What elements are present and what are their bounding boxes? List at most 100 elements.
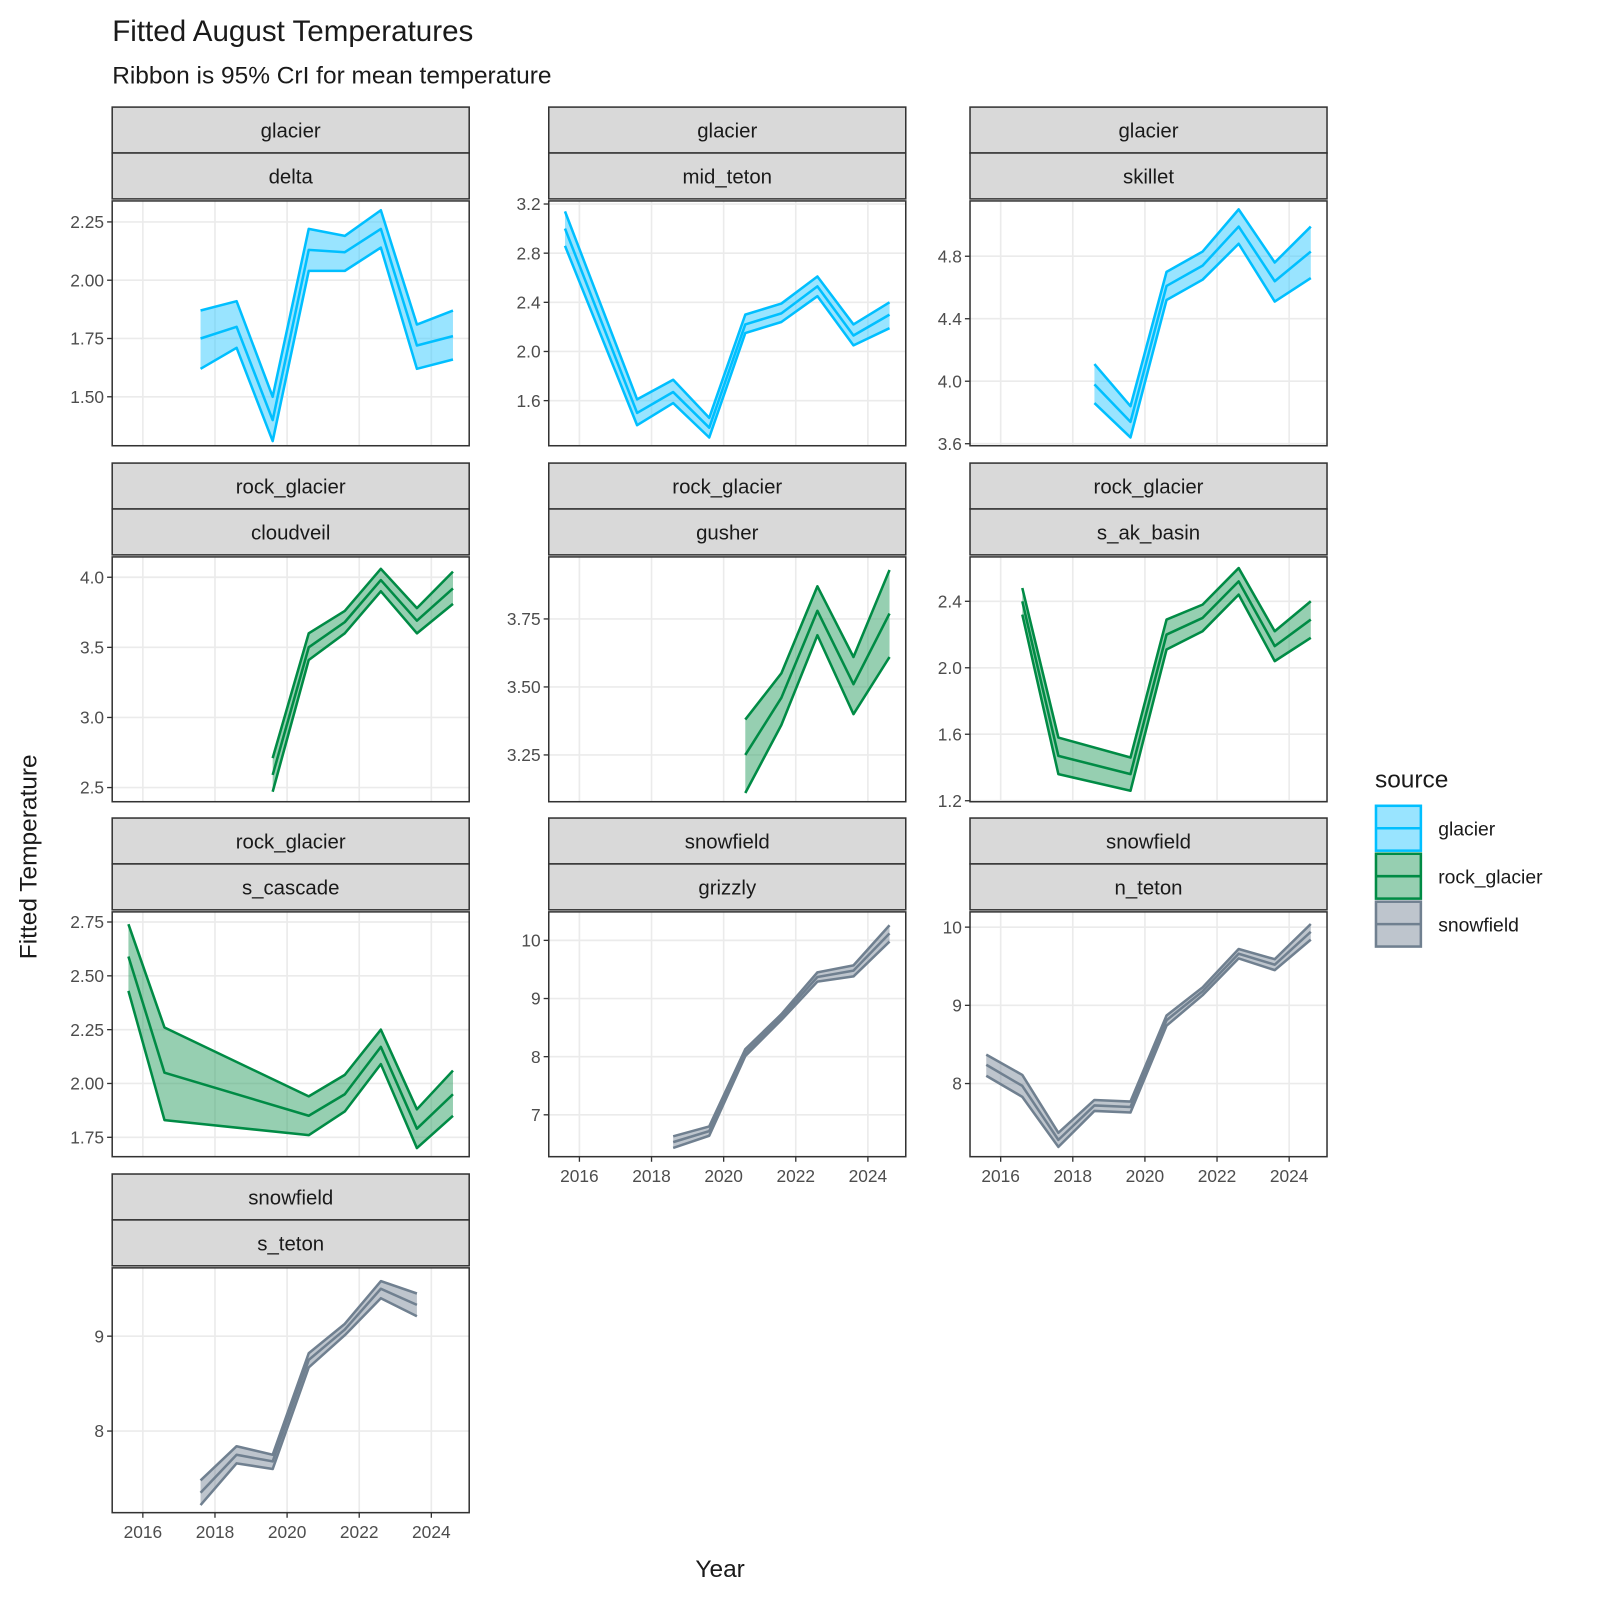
y-tick-label: 2.75 bbox=[70, 912, 104, 932]
plot-root: Fitted August Temperatures Ribbon is 95%… bbox=[16, 15, 1543, 1583]
strip-background bbox=[547, 106, 907, 154]
strip-background bbox=[547, 462, 907, 510]
y-tick-label: 4.0 bbox=[938, 371, 962, 391]
panel-border bbox=[111, 911, 470, 1158]
mean-line bbox=[127, 956, 454, 1130]
y-tick-label: 1.2 bbox=[938, 791, 962, 811]
panel-border bbox=[547, 556, 907, 803]
y-tick-label: 2.5 bbox=[80, 778, 104, 798]
y-tick-label: 4.4 bbox=[938, 309, 962, 329]
y-tick-label: 10 bbox=[521, 930, 540, 950]
panel-border bbox=[969, 200, 1328, 447]
strip-label: mid_teton bbox=[682, 167, 772, 189]
ribbon-lower bbox=[271, 589, 454, 793]
ribbon-fill bbox=[200, 1281, 417, 1506]
ribbon-lower bbox=[744, 633, 891, 794]
ribbon-upper bbox=[200, 208, 454, 399]
panel-border bbox=[969, 556, 1328, 803]
y-tick-label: 8 bbox=[952, 1074, 962, 1094]
panel-border bbox=[111, 556, 470, 803]
panel-background bbox=[970, 556, 1328, 802]
y-tick-label: 4.8 bbox=[938, 246, 962, 266]
y-tick-label: 2.00 bbox=[70, 270, 104, 290]
panel-border bbox=[547, 200, 907, 447]
x-tick-label: 2018 bbox=[632, 1166, 671, 1186]
ribbon-upper bbox=[271, 567, 454, 759]
legend-title: source bbox=[1375, 766, 1448, 793]
strip-background bbox=[547, 508, 907, 556]
y-tick-label: 9 bbox=[94, 1326, 104, 1346]
ribbon-upper bbox=[1093, 208, 1312, 408]
ribbon-upper bbox=[127, 923, 454, 1111]
mean-line bbox=[744, 609, 891, 756]
strip-label: snowfield bbox=[1106, 832, 1191, 854]
y-tick-label: 8 bbox=[531, 1047, 541, 1067]
ribbon-upper bbox=[744, 569, 891, 721]
panel-background bbox=[548, 911, 906, 1157]
ribbon-lower bbox=[985, 938, 1312, 1149]
strip-background bbox=[969, 152, 1328, 200]
y-tick-label: 4.0 bbox=[80, 567, 104, 587]
strip-background bbox=[111, 817, 470, 865]
y-tick-label: 2.8 bbox=[517, 243, 541, 263]
strip-background bbox=[111, 462, 470, 510]
strip-background bbox=[111, 1219, 470, 1267]
chart-title: Fitted August Temperatures bbox=[112, 15, 473, 48]
y-tick-label: 1.6 bbox=[517, 391, 541, 411]
y-tick-label: 3.5 bbox=[80, 637, 104, 657]
x-tick-label: 2022 bbox=[776, 1166, 815, 1186]
strip-label: grizzly bbox=[698, 878, 757, 900]
strip-label: rock_glacier bbox=[672, 477, 782, 499]
panel-border bbox=[969, 911, 1328, 1158]
x-tick-label: 2020 bbox=[268, 1522, 307, 1542]
x-tick-label: 2024 bbox=[412, 1522, 451, 1542]
mean-line bbox=[563, 228, 891, 429]
x-tick-label: 2022 bbox=[340, 1522, 379, 1542]
y-tick-label: 3.6 bbox=[938, 434, 962, 454]
y-tick-label: 2.25 bbox=[70, 212, 104, 232]
legend-label: snowfield bbox=[1438, 914, 1519, 936]
strip-label: glacier bbox=[261, 121, 321, 143]
y-tick-label: 3.2 bbox=[517, 194, 541, 214]
y-tick-label: 3.50 bbox=[507, 677, 541, 697]
x-tick-label: 2024 bbox=[1270, 1166, 1309, 1186]
x-tick-label: 2018 bbox=[196, 1522, 235, 1542]
ribbon-upper bbox=[199, 1279, 418, 1482]
strip-label: s_teton bbox=[257, 1234, 324, 1256]
x-tick-label: 2020 bbox=[704, 1166, 743, 1186]
x-tick-label: 2016 bbox=[560, 1166, 599, 1186]
ribbon-lower bbox=[199, 246, 454, 443]
strip-background bbox=[111, 106, 470, 154]
ribbon-lower bbox=[672, 940, 891, 1150]
ribbon-upper bbox=[1021, 566, 1312, 759]
legend-label: rock_glacier bbox=[1438, 866, 1543, 888]
y-tick-label: 7 bbox=[531, 1105, 541, 1125]
ribbon-upper bbox=[985, 923, 1312, 1135]
x-tick-label: 2016 bbox=[124, 1522, 163, 1542]
strip-label: rock_glacier bbox=[236, 832, 346, 854]
ribbon-upper bbox=[563, 210, 891, 420]
x-axis-title: Year bbox=[695, 1556, 744, 1583]
y-tick-label: 2.00 bbox=[70, 1074, 104, 1094]
panel-background bbox=[970, 200, 1328, 446]
mean-line bbox=[200, 227, 454, 422]
strip-background bbox=[969, 106, 1328, 154]
y-tick-label: 9 bbox=[531, 989, 541, 1009]
ribbon-fill bbox=[745, 569, 890, 794]
y-axis-title: Fitted Temperature bbox=[16, 754, 43, 959]
y-tick-label: 1.75 bbox=[70, 1127, 104, 1147]
mean-line bbox=[1021, 580, 1312, 776]
x-tick-label: 2018 bbox=[1054, 1166, 1093, 1186]
strip-background bbox=[969, 508, 1328, 556]
y-tick-label: 1.50 bbox=[70, 387, 104, 407]
x-tick-label: 2016 bbox=[981, 1166, 1020, 1186]
strip-background bbox=[111, 152, 470, 200]
strip-label: s_ak_basin bbox=[1097, 523, 1200, 545]
mean-line bbox=[271, 578, 454, 776]
panel-background bbox=[112, 556, 470, 802]
y-tick-label: 3.25 bbox=[507, 745, 541, 765]
x-tick-label: 2022 bbox=[1198, 1166, 1237, 1186]
y-tick-label: 1.6 bbox=[938, 724, 962, 744]
ribbon-fill bbox=[1094, 209, 1311, 438]
